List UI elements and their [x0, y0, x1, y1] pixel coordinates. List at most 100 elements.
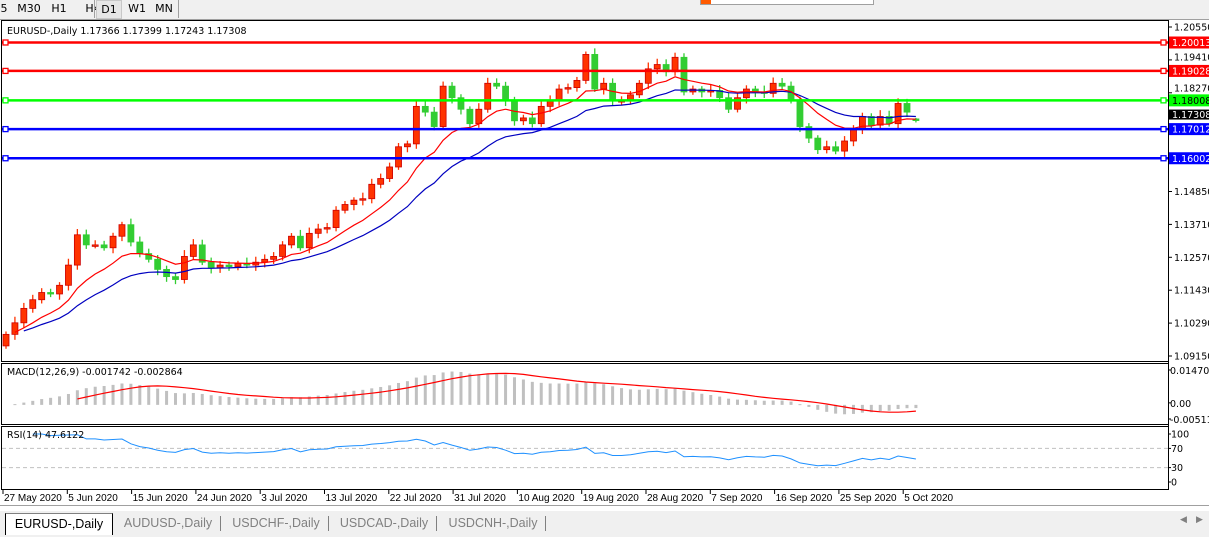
macd-histogram-bar [191, 392, 195, 405]
bullish-candle [288, 235, 295, 246]
toolbar-control[interactable] [700, 0, 874, 5]
macd-histogram-bar [495, 373, 499, 405]
bullish-candle [734, 97, 741, 110]
bullish-candle [564, 87, 572, 90]
bullish-candle [439, 85, 447, 127]
timeframe-5[interactable]: 5 [0, 2, 8, 15]
timeframe-h1[interactable]: H1 [51, 2, 67, 15]
macd-histogram-bar [548, 383, 552, 405]
macd-histogram-bar [887, 404, 891, 411]
macd-tick-label: -0.005113 [1170, 415, 1209, 426]
macd-histogram-bar [49, 397, 53, 405]
timeframe-d1[interactable]: D1 [96, 0, 122, 19]
tab-audusd[interactable]: AUDUSD-,Daily [123, 516, 213, 530]
tab-scroll-left-icon[interactable]: ◀ [1180, 515, 1187, 525]
tab-eurusd[interactable]: EURUSD-,Daily [5, 513, 113, 535]
date-label: 10 Aug 2020 [518, 493, 575, 504]
timeframe-w1[interactable]: W1 [128, 2, 146, 15]
macd-histogram-bar [744, 399, 748, 405]
macd-histogram-bar [316, 395, 320, 405]
macd-histogram-bar [361, 389, 365, 405]
price-tick-label: 1.14850 [1174, 187, 1209, 198]
bullish-candle [2, 333, 10, 347]
level-handle-left [2, 39, 9, 46]
bullish-candle [600, 82, 608, 90]
macd-histogram-bar [22, 402, 26, 405]
timeframe-mn[interactable]: MN [155, 2, 173, 15]
macd-histogram-bar [254, 398, 258, 405]
macd-histogram-bar [272, 398, 276, 405]
date-label: 16 Sep 2020 [776, 493, 833, 504]
bullish-candle [876, 116, 884, 126]
timeframe-m30[interactable]: M30 [17, 2, 41, 15]
date-label: 7 Sep 2020 [711, 493, 763, 504]
macd-histogram-bar [843, 404, 847, 415]
macd-histogram-bar [138, 384, 142, 405]
bullish-candle [377, 178, 385, 185]
macd-histogram-bar [851, 404, 855, 414]
bearish-candle [430, 111, 438, 127]
macd-histogram-bar [477, 374, 481, 405]
macd-histogram-bar [218, 396, 222, 405]
macd-histogram-bar [325, 394, 329, 405]
macd-histogram-bar [878, 404, 882, 412]
bearish-candle [457, 97, 465, 110]
price-tick-label: 1.10290 [1174, 319, 1209, 330]
level-price-badge [1169, 36, 1209, 49]
level-price-badge [1169, 123, 1209, 136]
macd-histogram-bar [602, 384, 606, 405]
macd-histogram-bar [825, 404, 829, 412]
macd-histogram-bar [370, 388, 374, 405]
bullish-candle [73, 234, 81, 266]
bullish-candle [189, 244, 197, 257]
tab-usdchf[interactable]: USDCHF-,Daily [232, 516, 320, 530]
macd-histogram-bar [58, 396, 62, 405]
price-tick-label: 1.12570 [1174, 253, 1209, 264]
macd-histogram-bar [771, 400, 775, 405]
macd-histogram-bar [780, 400, 784, 405]
tab-separator [545, 516, 546, 531]
level-price-label: 1.19028 [1172, 66, 1209, 77]
bearish-candle [867, 116, 875, 126]
bearish-candle [903, 103, 911, 113]
bullish-candle [395, 146, 402, 168]
macd-histogram-bar [352, 390, 356, 405]
macd-histogram-bar [682, 390, 686, 405]
bullish-candle [386, 166, 393, 179]
chart-background [0, 20, 1209, 511]
macd-histogram-bar [423, 375, 427, 405]
macd-histogram-bar [896, 404, 900, 410]
macd-histogram-bar [227, 397, 231, 405]
bearish-candle [466, 108, 474, 125]
level-handle-left [2, 97, 9, 104]
tab-scroll-right-icon[interactable]: ▶ [1196, 515, 1203, 525]
tab-usdcad[interactable]: USDCAD-,Daily [339, 516, 429, 530]
date-label: 15 Jun 2020 [133, 493, 188, 504]
macd-histogram-bar [530, 381, 534, 405]
bullish-candle [858, 116, 866, 130]
macd-histogram-bar [504, 374, 508, 405]
macd-histogram-bar [521, 379, 525, 405]
rsi-tick-label: 100 [1171, 430, 1189, 441]
tab-usdcnh[interactable]: USDCNH-,Daily [448, 516, 538, 530]
bullish-candle [332, 209, 340, 228]
macd-histogram-bar [512, 377, 516, 405]
macd-histogram-bar [75, 390, 79, 405]
date-label: 13 Jul 2020 [326, 493, 378, 504]
rsi-label: RSI(14) 47.6122 [7, 430, 84, 441]
macd-histogram-bar [789, 401, 793, 405]
bearish-candle [778, 82, 786, 87]
bearish-candle [805, 126, 813, 139]
macd-histogram-bar [379, 386, 383, 405]
macd-histogram-bar [628, 389, 632, 405]
macd-histogram-bar [762, 400, 766, 405]
rsi-tick-label: 0 [1171, 478, 1177, 489]
macd-histogram-bar [593, 383, 597, 405]
chart-area[interactable]: 1.20550 1.19410 1.18270 1.14850 1.13710 1.125… [0, 0, 1209, 511]
bullish-candle [270, 256, 278, 260]
bearish-candle [912, 118, 920, 121]
macd-histogram-bar [655, 388, 659, 405]
macd-histogram-bar [736, 399, 740, 405]
macd-histogram-bar [860, 404, 864, 413]
bearish-candle [207, 261, 215, 269]
